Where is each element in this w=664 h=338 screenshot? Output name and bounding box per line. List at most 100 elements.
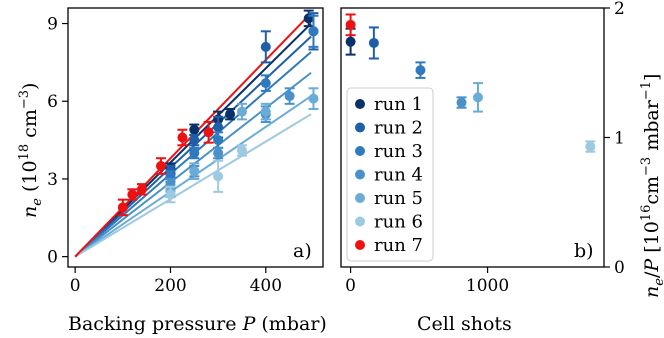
legend-item-run-5: run 5: [355, 188, 423, 209]
panel-b-ticks: 0 1000 0 1 2: [345, 0, 625, 296]
data-point-run-2: [260, 30, 271, 64]
data-point-run-5: [189, 162, 200, 180]
data-point-run-7: [136, 183, 147, 196]
data-point-run-7: [203, 120, 214, 144]
marker: [177, 132, 188, 143]
x-tick-label: 0: [345, 276, 356, 296]
marker: [456, 97, 467, 108]
legend-item-run-3: run 3: [355, 141, 423, 162]
marker: [117, 202, 128, 213]
marker: [165, 189, 176, 200]
marker: [585, 141, 596, 152]
legend-marker: [355, 169, 365, 180]
y-tick-label: 3: [47, 170, 58, 190]
legend-item-run-6: run 6: [355, 212, 423, 233]
marker: [155, 160, 166, 171]
y-tick-label: 1: [614, 129, 625, 149]
marker: [136, 184, 147, 195]
marker: [284, 91, 295, 102]
data-point-run-6: [213, 159, 224, 193]
legend-marker: [355, 193, 365, 203]
marker: [308, 93, 319, 104]
marker: [213, 171, 224, 182]
marker: [260, 78, 271, 89]
y-tick-label: 2: [614, 0, 625, 19]
marker: [415, 65, 426, 76]
panel-b: 0 1000 0 1 2 b) Cell shots ne/P [1016cm−3 mb…: [340, 0, 664, 335]
data-point-run-1: [189, 123, 200, 136]
legend-label: run 2: [374, 118, 423, 139]
data-point-run-3: [260, 74, 271, 92]
marker: [236, 145, 247, 156]
data-point-run-7: [127, 188, 138, 201]
fit-line-run-2: [74, 35, 312, 258]
panel-b-data-points: [345, 13, 596, 153]
marker: [345, 19, 356, 30]
marker: [472, 92, 483, 103]
data-point-run-2: [189, 133, 200, 147]
legend-label: run 1: [374, 94, 423, 115]
data-point-run-1: [225, 108, 236, 121]
legend-marker: [355, 122, 365, 133]
y-tick-label: 0: [614, 258, 625, 278]
data-point-run-2: [368, 26, 379, 60]
data-point-run-6: [236, 144, 247, 157]
legend-item-run-2: run 2: [355, 118, 423, 139]
panel-a-data-points: [117, 9, 319, 217]
marker: [213, 135, 224, 146]
panel-a: 0 200 400 0 3 6 9 a) Backing pressure P (mbar)…: [17, 7, 327, 335]
marker: [260, 106, 271, 117]
marker: [203, 127, 214, 138]
panel-b-letter: b): [574, 240, 594, 262]
data-point-run-4: [213, 146, 224, 160]
marker: [189, 124, 200, 135]
data-point-run-4: [456, 96, 467, 109]
marker: [260, 41, 271, 52]
legend-item-run-4: run 4: [355, 165, 423, 186]
panel-a-frame: [67, 7, 324, 268]
data-point-run-7: [345, 13, 356, 37]
legend-marker: [355, 216, 365, 227]
panel-a-ticks: 0 200 400 0 3 6 9: [47, 15, 282, 296]
marker: [345, 36, 356, 47]
marker: [213, 122, 224, 133]
y-tick-label: 9: [47, 15, 58, 35]
x-tick-label: 400: [250, 276, 282, 296]
marker: [213, 148, 224, 159]
panel-a-ylabel: ne (1018 cm−3): [17, 83, 45, 218]
marker: [308, 26, 319, 37]
legend-marker: [355, 99, 365, 109]
data-point-run-7: [117, 198, 128, 217]
marker: [189, 135, 200, 146]
marker: [225, 109, 236, 120]
x-tick-label: 1000: [466, 276, 509, 296]
legend-box: [346, 87, 434, 262]
legend-marker: [355, 146, 365, 156]
marker: [368, 37, 379, 48]
marker: [189, 148, 200, 159]
data-point-run-3: [189, 146, 200, 160]
legend-label: run 3: [374, 141, 423, 162]
data-point-run-4: [284, 87, 295, 105]
legend-label: run 4: [374, 165, 423, 186]
legend-label: run 5: [374, 188, 423, 209]
data-point-run-5: [236, 102, 247, 121]
x-tick-label: 0: [70, 276, 81, 296]
panel-b-xlabel: Cell shots: [417, 313, 512, 335]
y-tick-label: 0: [47, 248, 58, 268]
legend-label: run 6: [374, 212, 423, 233]
panel-a-xlabel: Backing pressure P (mbar): [68, 313, 327, 335]
data-point-run-6: [165, 185, 176, 204]
data-point-run-3: [415, 61, 426, 79]
data-point-run-5: [472, 82, 483, 113]
data-point-run-5: [308, 87, 319, 111]
legend-item-run-7: run 7: [355, 235, 423, 256]
panel-a-fit-lines: [74, 12, 312, 258]
panel-b-ylabel: ne/P [1016cm−3 mbar−1]: [639, 74, 664, 298]
data-point-run-3: [308, 14, 319, 48]
data-point-run-6: [585, 140, 596, 153]
legend-marker: [355, 240, 365, 250]
fit-line-run-4: [74, 71, 312, 258]
marker: [236, 106, 247, 117]
